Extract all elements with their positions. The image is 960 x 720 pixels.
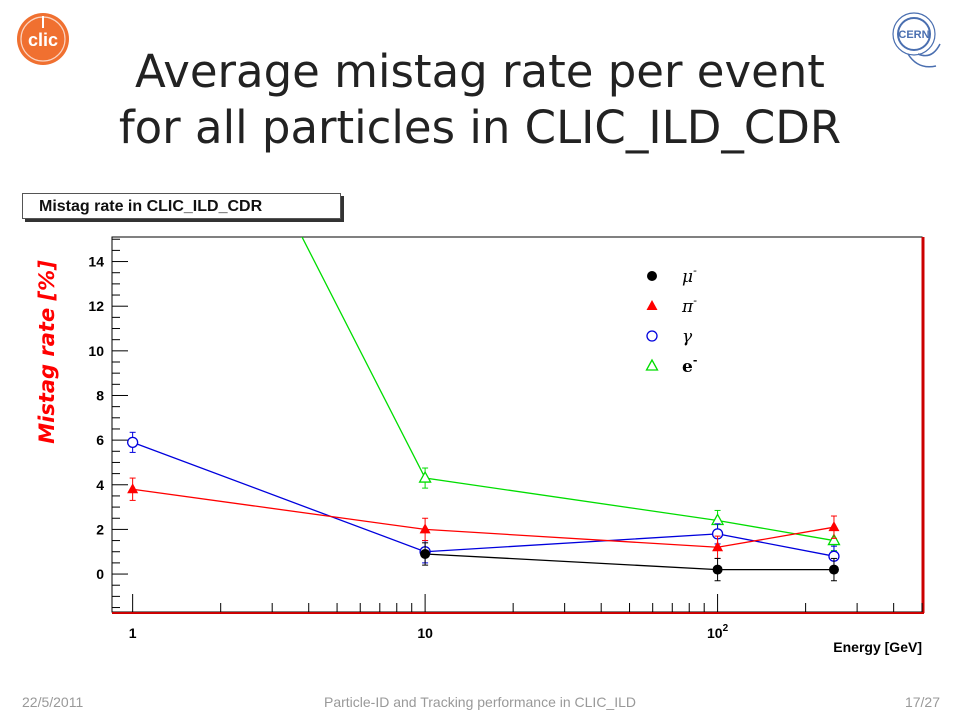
y-tick-label: 12 (88, 298, 104, 314)
series-line-pi (132, 488, 835, 548)
chart-title: Mistag rate in CLIC_ILD_CDR (22, 193, 341, 219)
y-tick-label: 14 (88, 254, 104, 270)
legend-label-pi: π- (681, 294, 697, 317)
data-point-pi (828, 521, 840, 532)
data-point-mu (828, 564, 839, 575)
legend-marker-gamma (646, 330, 658, 342)
data-point-pi (712, 541, 724, 552)
plot-series (126, 211, 841, 582)
footer-date: 22/5/2011 (22, 694, 84, 710)
footer-page-number: 17/27 (904, 694, 940, 710)
x-tick-label: 1 (129, 625, 137, 641)
series-line-gamma (132, 441, 835, 557)
x-tick-label-exponent: 2 (723, 623, 729, 634)
x-tick-label: 102 (707, 623, 729, 641)
svg-text:CERN: CERN (898, 29, 929, 41)
slide-title-line1: Average mistag rate per event (135, 45, 825, 98)
data-point-gamma (126, 436, 139, 449)
data-point-mu (420, 548, 431, 559)
y-tick-label: 2 (96, 521, 104, 537)
legend-label-sup-mu: - (693, 264, 697, 277)
slide-title: Average mistag rate per event for all pa… (80, 44, 880, 156)
y-tick-label: 10 (88, 343, 104, 359)
legend-marker-e (645, 358, 659, 371)
y-tick-label: 4 (96, 477, 104, 493)
legend-label-gamma: γ (682, 327, 693, 347)
x-axis-label: Energy [GeV] (833, 639, 922, 655)
y-tick-label: 0 (96, 566, 104, 582)
clic-logo: clic (17, 13, 69, 65)
slide-title-line2: for all particles in CLIC_ILD_CDR (118, 101, 842, 154)
data-point-pi (419, 523, 431, 534)
data-point-e (827, 533, 841, 546)
y-tick-label: 6 (96, 432, 104, 448)
x-tick-label: 10 (417, 625, 433, 641)
data-point-e (286, 211, 297, 221)
data-point-mu (712, 564, 723, 575)
footer-title: Particle-ID and Tracking performance in … (323, 694, 637, 710)
y-tick-label: 8 (96, 387, 104, 403)
series-line-e (301, 237, 835, 542)
data-point-e (418, 470, 432, 483)
svg-text:clic: clic (28, 30, 58, 50)
data-point-pi (127, 483, 139, 494)
cern-logo: CERN (892, 12, 941, 68)
y-axis-label: Mistag rate [%] (35, 260, 59, 444)
legend-label-sup-pi: - (693, 294, 697, 307)
legend-marker-mu (647, 271, 657, 281)
legend-label-sup-e: - (693, 354, 698, 367)
plot-frame (111, 236, 923, 613)
legend-marker-pi (646, 300, 658, 310)
